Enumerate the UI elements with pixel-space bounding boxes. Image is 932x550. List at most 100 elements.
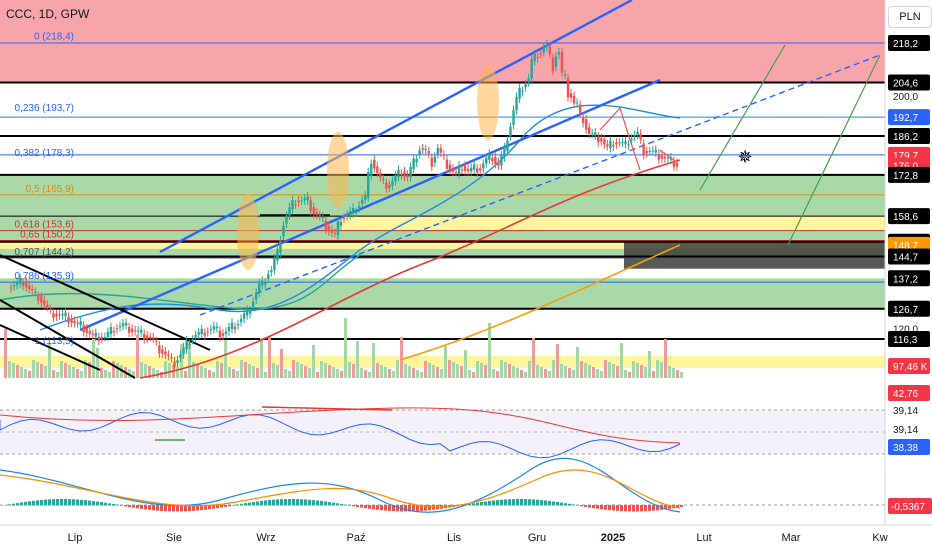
macd-hist — [4, 505, 7, 506]
price-label-bg — [888, 358, 930, 374]
candle-body — [436, 148, 440, 155]
candle-body — [385, 183, 388, 189]
candle-body — [560, 52, 564, 73]
volume-bar — [412, 368, 415, 378]
arrow-path — [599, 106, 641, 171]
macd-hist — [360, 505, 363, 508]
volume-bar — [596, 369, 599, 378]
candle-body — [52, 313, 55, 318]
volume-bar — [316, 372, 319, 378]
volume-bar — [324, 363, 327, 378]
candle-body — [479, 168, 482, 171]
candle-body — [333, 232, 337, 234]
macd-hist — [156, 505, 159, 511]
candle-body — [409, 166, 412, 178]
volume-bar — [416, 370, 419, 378]
volume-bar — [656, 360, 659, 378]
macd-hist — [228, 505, 231, 507]
candle-body — [327, 225, 331, 232]
fib-label: 0,707 (144,2) — [15, 247, 75, 258]
candle-body — [612, 144, 615, 147]
volume-bar — [312, 345, 315, 378]
candle-body — [209, 329, 213, 331]
volume-bar — [176, 367, 179, 378]
rsi-scale-label: 38,38 — [888, 439, 930, 455]
volume-bar — [392, 371, 395, 378]
candle-body — [55, 313, 58, 317]
macd-hist — [80, 499, 83, 506]
candle-body — [143, 333, 146, 340]
volume-bar — [228, 367, 231, 378]
candle-body — [503, 146, 506, 158]
macd-hist — [348, 505, 351, 506]
volume-bar — [336, 369, 339, 378]
candle-body — [270, 270, 273, 273]
candle-body — [460, 169, 464, 171]
volume-bar — [604, 360, 607, 378]
time-tick: Lis — [447, 532, 462, 544]
volume-bar — [408, 366, 411, 378]
macd-pane — [0, 457, 885, 513]
macd-hist — [284, 499, 287, 506]
candle-body — [185, 340, 188, 350]
rsi-line — [0, 412, 681, 459]
volume-bar — [600, 371, 603, 378]
candle-body — [127, 326, 131, 333]
candle-body — [133, 330, 137, 332]
down-trend-3 — [0, 324, 101, 371]
volume-bar — [88, 362, 91, 378]
candle-body — [200, 328, 203, 335]
macd-hist — [192, 505, 195, 511]
volume-bar — [496, 371, 499, 378]
currency-button[interactable]: PLN — [888, 6, 932, 28]
dark-zone — [624, 241, 885, 269]
macd-hist — [644, 505, 647, 512]
volume-bar — [56, 372, 59, 378]
candle-body — [330, 229, 334, 233]
volume-bar — [104, 370, 107, 378]
candle-body — [100, 336, 104, 339]
candle-body — [421, 148, 424, 150]
macd-hist — [664, 505, 667, 510]
candle-body — [527, 78, 530, 83]
macd-hist — [208, 505, 211, 510]
macd-hist — [152, 505, 155, 511]
macd-hist — [396, 505, 399, 512]
candle-body — [73, 320, 76, 323]
resistance-zone — [0, 0, 885, 83]
candle-body — [176, 360, 179, 364]
macd-hist — [380, 505, 383, 511]
volume-bars — [4, 318, 683, 378]
highlight-ellipse — [327, 132, 349, 208]
macd-hist — [340, 503, 343, 506]
macd-hist — [44, 499, 47, 506]
candle-body — [230, 322, 234, 330]
candle-body — [136, 330, 140, 332]
volume-bar — [528, 361, 531, 378]
rsi-divergence — [261, 406, 393, 411]
macd-hist — [504, 499, 507, 506]
candle-body — [569, 93, 573, 98]
macd-hist — [584, 505, 587, 507]
cursor-icon: ✵ — [737, 147, 752, 167]
macd-hist — [280, 499, 283, 506]
time-axis: Lip Sie Wrz Paź Lis Gru 2025 Lut Mar Kw — [0, 524, 932, 550]
macd-scale-bg — [888, 498, 932, 514]
price-label-bg — [888, 300, 930, 317]
time-tick: 2025 — [601, 532, 625, 544]
candle-body — [597, 136, 600, 143]
macd-hist — [108, 503, 111, 506]
candle-body — [191, 339, 194, 341]
price-label-bg — [888, 109, 930, 126]
candle-body — [58, 314, 61, 316]
macd-hist — [600, 505, 603, 510]
candle-body — [179, 354, 182, 359]
volume-bar — [584, 363, 587, 378]
price-label-text: 116,3 — [893, 335, 918, 346]
volume-bar — [60, 361, 63, 378]
macd-hist — [56, 499, 59, 506]
candle-body — [533, 54, 536, 62]
rsi-scale-text: 42,76 — [893, 389, 918, 400]
volume-bar — [164, 361, 167, 378]
